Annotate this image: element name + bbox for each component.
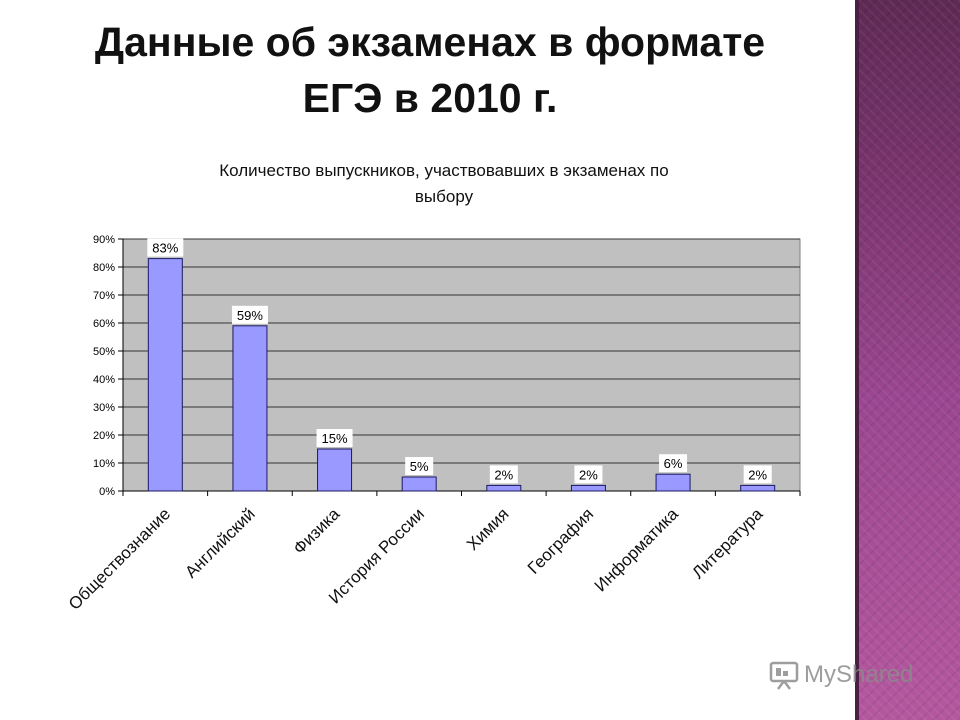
decorative-side-stripe — [855, 0, 960, 720]
y-tick-label: 70% — [93, 290, 115, 302]
y-tick-label: 50% — [93, 346, 115, 358]
data-label: 2% — [494, 467, 513, 482]
category-label: Физика — [290, 504, 344, 558]
data-label-box — [659, 454, 688, 473]
bar — [147, 258, 183, 492]
data-label-box — [743, 465, 772, 484]
data-label: 59% — [237, 308, 263, 323]
data-label-box — [405, 457, 434, 475]
data-label: 6% — [664, 456, 683, 471]
plot-area — [122, 238, 801, 492]
data-label: 2% — [579, 467, 598, 482]
y-tick-label: 60% — [93, 318, 115, 330]
category-label: Литература — [688, 504, 766, 582]
data-label: 5% — [410, 459, 429, 474]
data-label-box — [231, 305, 268, 324]
bar — [232, 325, 268, 492]
slide-title: Данные об экзаменах в формате ЕГЭ в 2010… — [20, 14, 840, 126]
slide-title-line2: ЕГЭ в 2010 г. — [302, 75, 558, 121]
y-tick-label: 90% — [93, 234, 115, 246]
data-label: 15% — [322, 431, 348, 446]
presentation-icon — [769, 661, 799, 690]
bar — [740, 484, 776, 492]
chart-title-line: Количество выпускников, участвовавших в … — [219, 161, 668, 180]
category-label: География — [524, 504, 597, 577]
data-label: 83% — [152, 241, 178, 256]
data-label-box — [489, 465, 518, 484]
watermark: MyShared — [768, 658, 913, 692]
category-label: Информатика — [591, 504, 682, 595]
category-label: Обществознание — [65, 504, 174, 613]
category-label: Английский — [181, 504, 258, 581]
data-label-box — [574, 465, 603, 484]
bar — [317, 448, 353, 492]
bar — [655, 473, 691, 492]
y-tick-label: 40% — [93, 374, 115, 386]
data-label-box — [316, 429, 353, 447]
chart-title-line: выбору — [415, 187, 474, 206]
bar-chart: Количество выпускников, участвовавших в … — [65, 161, 801, 614]
watermark-text: MyShared — [804, 661, 914, 688]
slide-title-line1: Данные об экзаменах в формате — [94, 19, 766, 65]
y-tick-label: 30% — [93, 402, 115, 414]
category-label: Химия — [463, 504, 513, 554]
data-label: 2% — [748, 467, 767, 482]
data-label-box — [147, 238, 184, 257]
y-tick-label: 10% — [93, 458, 115, 470]
y-tick-label: 0% — [99, 486, 115, 498]
y-tick-label: 20% — [93, 430, 115, 442]
bar — [570, 484, 606, 492]
y-tick-label: 80% — [93, 262, 115, 274]
bar — [486, 484, 522, 492]
bar — [401, 476, 437, 492]
